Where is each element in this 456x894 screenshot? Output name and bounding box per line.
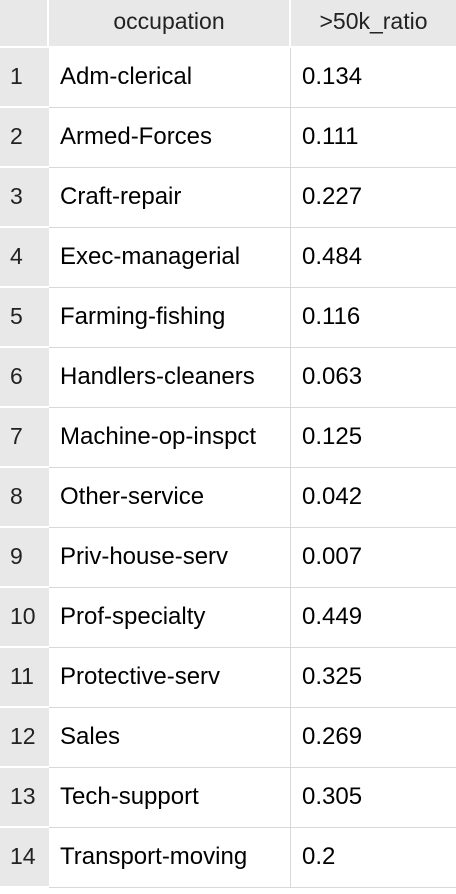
table-row[interactable]: 7 Machine-op-inspct 0.125 bbox=[0, 408, 456, 468]
ratio-cell[interactable]: 0.227 bbox=[291, 168, 456, 228]
row-index: 6 bbox=[0, 348, 49, 408]
ratio-cell[interactable]: 0.484 bbox=[291, 228, 456, 288]
ratio-cell[interactable]: 0.449 bbox=[291, 588, 456, 648]
ratio-cell[interactable]: 0.125 bbox=[291, 408, 456, 468]
table-row[interactable]: 13 Tech-support 0.305 bbox=[0, 768, 456, 828]
ratio-cell[interactable]: 0.2 bbox=[291, 828, 456, 888]
occupation-cell[interactable]: Other-service bbox=[49, 468, 291, 528]
ratio-cell[interactable]: 0.007 bbox=[291, 528, 456, 588]
table-row[interactable]: 9 Priv-house-serv 0.007 bbox=[0, 528, 456, 588]
table-row[interactable]: 8 Other-service 0.042 bbox=[0, 468, 456, 528]
row-index: 14 bbox=[0, 828, 49, 888]
row-index: 5 bbox=[0, 288, 49, 348]
occupation-cell[interactable]: Sales bbox=[49, 708, 291, 768]
occupation-cell[interactable]: Prof-specialty bbox=[49, 588, 291, 648]
occupation-cell[interactable]: Priv-house-serv bbox=[49, 528, 291, 588]
occupation-cell[interactable]: Tech-support bbox=[49, 768, 291, 828]
ratio-cell[interactable]: 0.042 bbox=[291, 468, 456, 528]
occupation-cell[interactable]: Protective-serv bbox=[49, 648, 291, 708]
column-header-ratio[interactable]: >50k_ratio bbox=[291, 0, 456, 48]
table-row[interactable]: 6 Handlers-cleaners 0.063 bbox=[0, 348, 456, 408]
ratio-cell[interactable]: 0.111 bbox=[291, 108, 456, 168]
row-index: 9 bbox=[0, 528, 49, 588]
table-header: occupation >50k_ratio bbox=[0, 0, 456, 48]
row-index: 3 bbox=[0, 168, 49, 228]
row-index: 7 bbox=[0, 408, 49, 468]
table-row[interactable]: 11 Protective-serv 0.325 bbox=[0, 648, 456, 708]
occupation-cell[interactable]: Exec-managerial bbox=[49, 228, 291, 288]
column-header-occupation[interactable]: occupation bbox=[49, 0, 291, 48]
table-row[interactable]: 2 Armed-Forces 0.111 bbox=[0, 108, 456, 168]
row-index: 8 bbox=[0, 468, 49, 528]
table-row[interactable]: 1 Adm-clerical 0.134 bbox=[0, 48, 456, 108]
ratio-cell[interactable]: 0.063 bbox=[291, 348, 456, 408]
ratio-cell[interactable]: 0.116 bbox=[291, 288, 456, 348]
occupation-cell[interactable]: Farming-fishing bbox=[49, 288, 291, 348]
table-row[interactable]: 3 Craft-repair 0.227 bbox=[0, 168, 456, 228]
ratio-cell[interactable]: 0.269 bbox=[291, 708, 456, 768]
occupation-cell[interactable]: Machine-op-inspct bbox=[49, 408, 291, 468]
table-body: 1 Adm-clerical 0.134 2 Armed-Forces 0.11… bbox=[0, 48, 456, 888]
row-index: 11 bbox=[0, 648, 49, 708]
occupation-cell[interactable]: Armed-Forces bbox=[49, 108, 291, 168]
index-column-header bbox=[0, 0, 49, 48]
occupation-cell[interactable]: Craft-repair bbox=[49, 168, 291, 228]
row-index: 13 bbox=[0, 768, 49, 828]
table-row[interactable]: 4 Exec-managerial 0.484 bbox=[0, 228, 456, 288]
ratio-cell[interactable]: 0.134 bbox=[291, 48, 456, 108]
row-index: 10 bbox=[0, 588, 49, 648]
occupation-cell[interactable]: Handlers-cleaners bbox=[49, 348, 291, 408]
table-row[interactable]: 12 Sales 0.269 bbox=[0, 708, 456, 768]
occupation-cell[interactable]: Adm-clerical bbox=[49, 48, 291, 108]
row-index: 12 bbox=[0, 708, 49, 768]
ratio-cell[interactable]: 0.305 bbox=[291, 768, 456, 828]
table-row[interactable]: 14 Transport-moving 0.2 bbox=[0, 828, 456, 888]
table-row[interactable]: 5 Farming-fishing 0.116 bbox=[0, 288, 456, 348]
row-index: 4 bbox=[0, 228, 49, 288]
row-index: 2 bbox=[0, 108, 49, 168]
occupation-cell[interactable]: Transport-moving bbox=[49, 828, 291, 888]
row-index: 1 bbox=[0, 48, 49, 108]
table-row[interactable]: 10 Prof-specialty 0.449 bbox=[0, 588, 456, 648]
ratio-cell[interactable]: 0.325 bbox=[291, 648, 456, 708]
